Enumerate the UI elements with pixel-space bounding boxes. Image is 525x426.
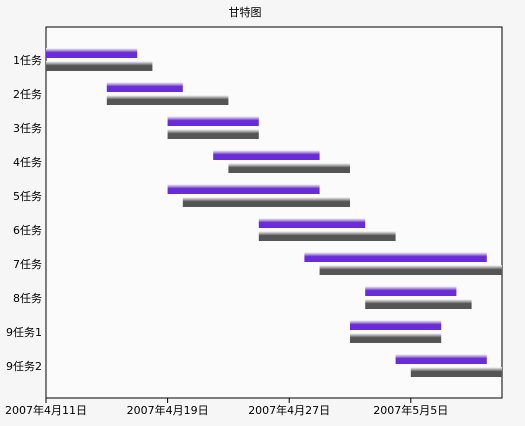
task-bar: [350, 333, 442, 343]
x-tick-label: 2007年4月27日: [248, 403, 330, 417]
task-bar: [319, 265, 502, 275]
x-tick-label: 2007年4月11日: [5, 403, 87, 417]
task-bar: [395, 354, 487, 364]
task-bar: [167, 116, 259, 126]
x-tick-label: 2007年4月19日: [127, 403, 209, 417]
y-tick-label: 8任务: [13, 292, 42, 305]
task-bar: [106, 82, 183, 92]
task-bar: [106, 95, 229, 105]
task-bar: [410, 367, 502, 377]
y-tick-label: 6任务: [13, 224, 42, 237]
task-bar: [304, 252, 487, 262]
y-tick-label: 4任务: [13, 156, 42, 169]
task-bar: [258, 218, 366, 228]
task-bar: [365, 286, 457, 296]
task-bar: [213, 150, 320, 160]
chart-title: 甘特图: [229, 5, 262, 19]
y-tick-label: 9任务1: [6, 326, 42, 339]
task-bar: [167, 129, 259, 139]
task-bar: [46, 48, 138, 58]
task-bar: [258, 231, 396, 241]
task-bar: [167, 184, 320, 194]
task-bar: [350, 320, 442, 330]
task-bar: [365, 299, 472, 309]
y-tick-label: 3任务: [13, 122, 42, 135]
task-bar: [46, 61, 153, 71]
y-tick-label: 2任务: [13, 88, 42, 101]
task-bar: [182, 197, 350, 207]
y-tick-label: 7任务: [13, 258, 42, 271]
task-bar: [228, 163, 350, 173]
y-tick-label: 1任务: [13, 54, 42, 67]
x-tick-label: 2007年5月5日: [373, 403, 448, 417]
y-tick-label: 5任务: [13, 190, 42, 203]
y-tick-label: 9任务2: [6, 360, 42, 373]
